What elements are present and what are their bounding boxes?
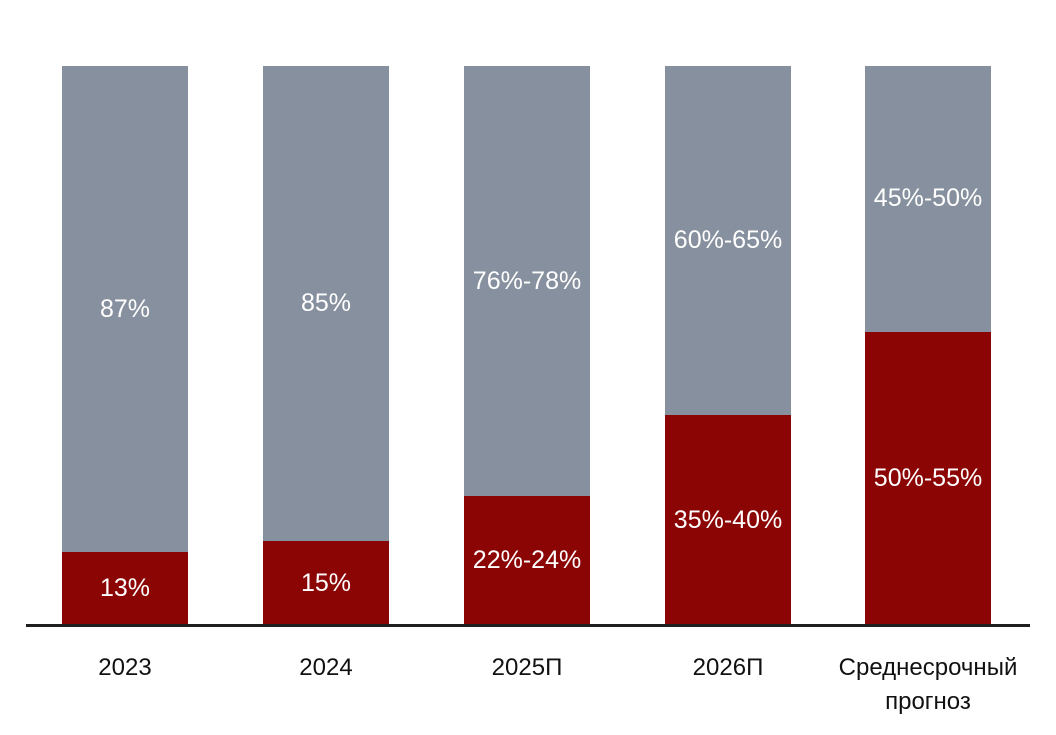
segment-value-label: 76%-78% bbox=[472, 266, 582, 295]
x-axis-label-2023: 2023 bbox=[98, 654, 152, 681]
segment-gray-top-share-2025П: 76%-78% bbox=[464, 66, 590, 497]
segment-gray-top-share-2026П: 60%-65% bbox=[665, 66, 791, 416]
segment-value-label: 45%-50% bbox=[873, 184, 983, 213]
segment-value-label: 13% bbox=[99, 574, 151, 603]
segment-value-label: 22%-24% bbox=[472, 546, 582, 575]
bar-2025П: 76%-78% 22%-24% bbox=[464, 66, 590, 625]
bar-2026П: 60%-65% 35%-40% bbox=[665, 66, 791, 625]
x-axis-label-2026П: 2026П bbox=[692, 654, 764, 681]
segment-value-label: 35%-40% bbox=[673, 505, 783, 534]
segment-dark-red-bottom-share-2026П: 35%-40% bbox=[665, 415, 791, 625]
segment-value-label: 85% bbox=[300, 289, 352, 318]
segment-dark-red-bottom-share-2023: 13% bbox=[62, 552, 188, 625]
x-axis-label-2024: 2024 bbox=[299, 654, 353, 681]
segment-value-label: 50%-55% bbox=[873, 463, 983, 492]
bar-2024: 85% 15% bbox=[263, 66, 389, 625]
segment-value-label: 15% bbox=[300, 568, 352, 597]
bar-2023: 87% 13% bbox=[62, 66, 188, 625]
x-axis-label-2025П: 2025П bbox=[491, 654, 563, 681]
segment-gray-top-share-Среднесрочный-прогноз: 45%-50% bbox=[865, 66, 991, 332]
segment-value-label: 60%-65% bbox=[673, 226, 783, 255]
segment-gray-top-share-2023: 87% bbox=[62, 66, 188, 553]
segment-dark-red-bottom-share-Среднесрочный-прогноз: 50%-55% bbox=[865, 331, 991, 625]
segment-dark-red-bottom-share-2025П: 22%-24% bbox=[464, 496, 590, 625]
x-axis-label-Среднесрочный-прогноз: Среднесрочный прогноз bbox=[838, 654, 1018, 715]
bar-Среднесрочный-прогноз: 45%-50% 50%-55% bbox=[865, 66, 991, 625]
segment-value-label: 87% bbox=[99, 294, 151, 323]
x-axis-line bbox=[26, 624, 1030, 627]
segment-gray-top-share-2024: 85% bbox=[263, 66, 389, 542]
segment-dark-red-bottom-share-2024: 15% bbox=[263, 541, 389, 625]
